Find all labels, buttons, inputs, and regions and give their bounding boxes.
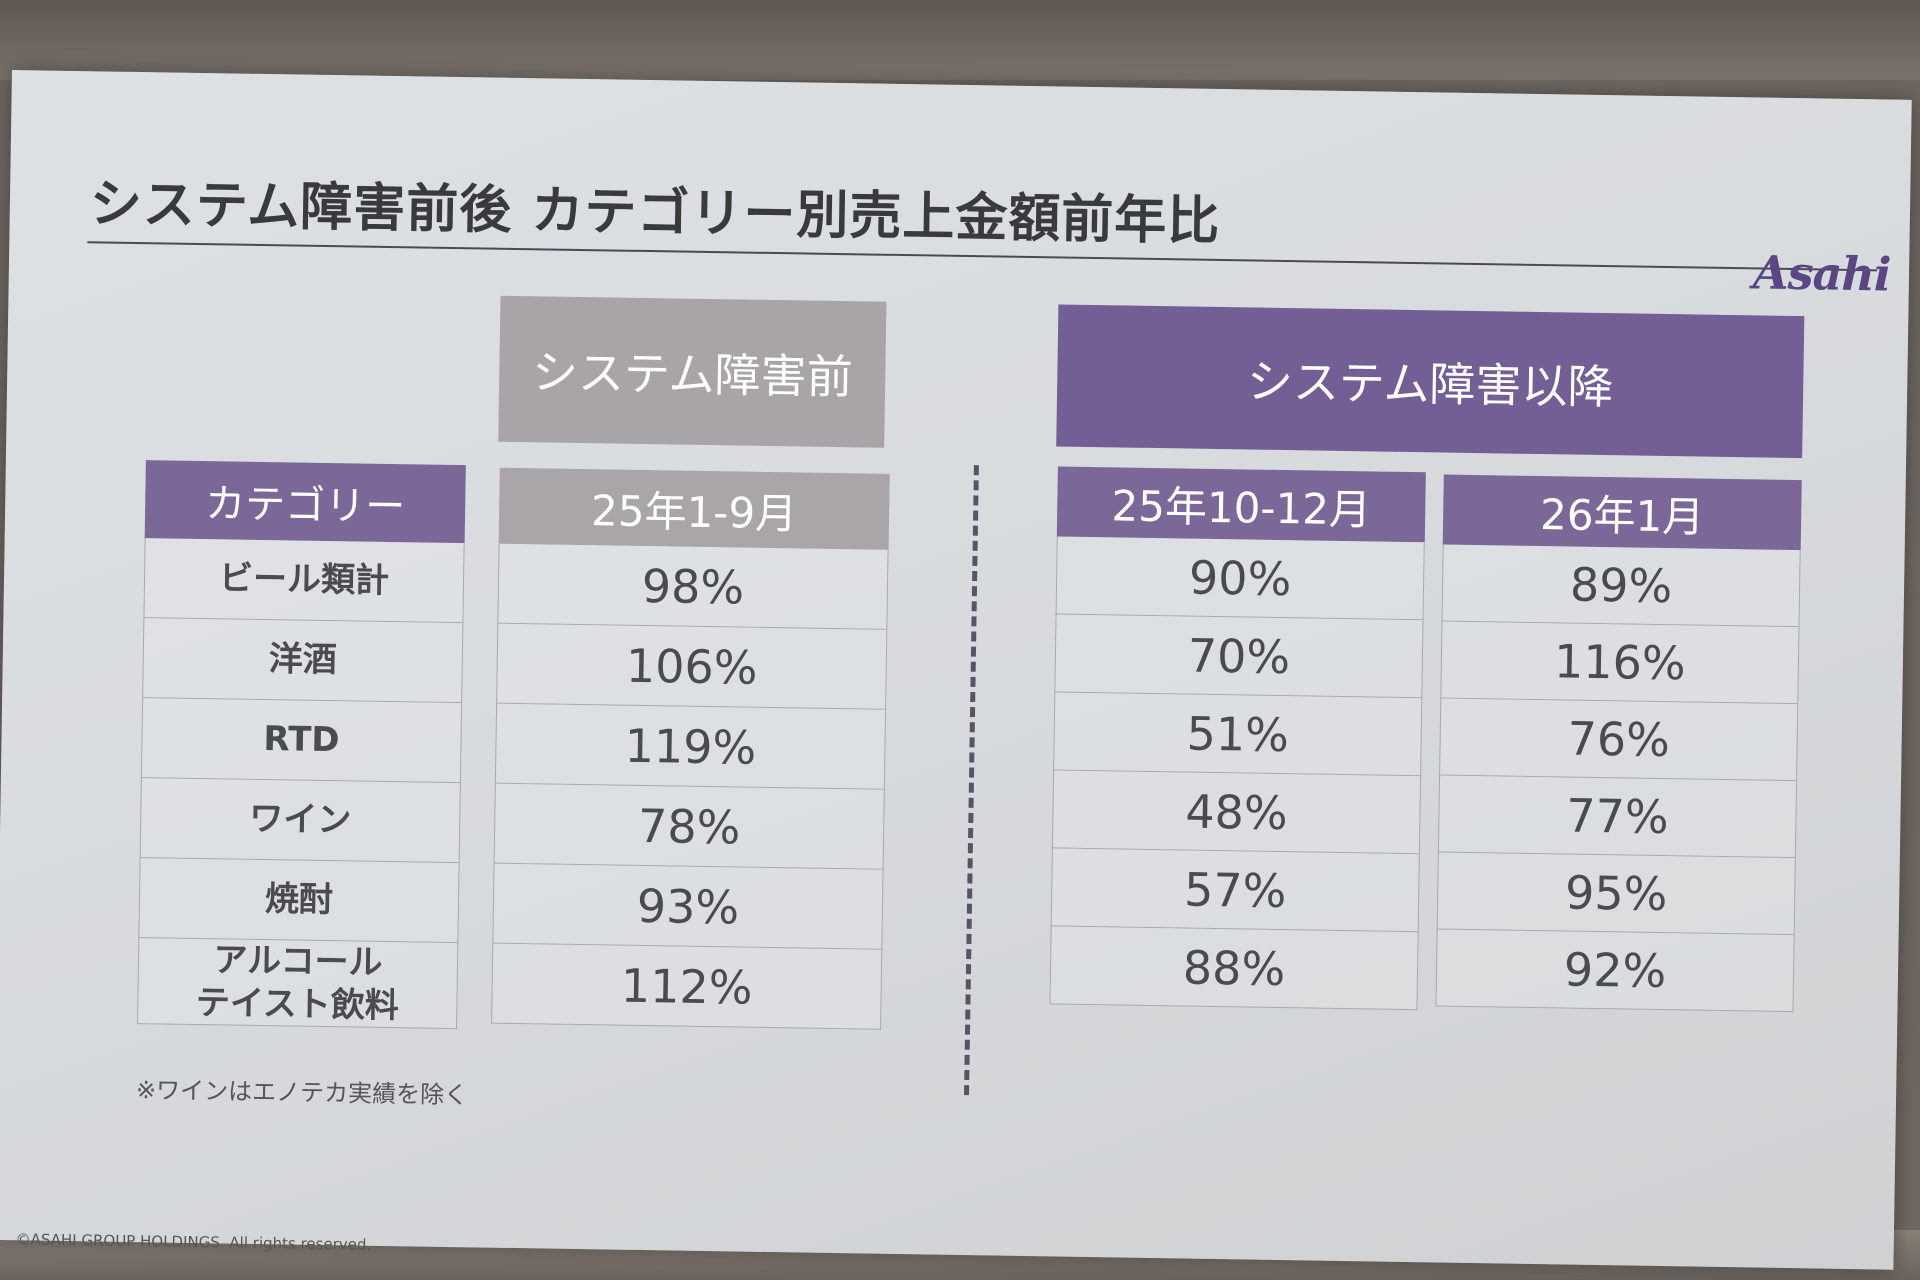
period-column-after-1: 25年10-12月 90% 70% 51% 48% 57% 88% bbox=[1049, 466, 1426, 1011]
period-column-after-2: 26年1月 89% 116% 76% 77% 95% 92% bbox=[1435, 474, 1802, 1013]
slide-title: システム障害前後 カテゴリー別売上金額前年比 bbox=[89, 174, 1221, 252]
value-cell: 57% bbox=[1050, 848, 1420, 933]
value-cell: 76% bbox=[1439, 698, 1799, 782]
category-cell: ワイン bbox=[139, 778, 461, 864]
period-header: 25年10-12月 bbox=[1056, 466, 1426, 543]
category-cell: アルコール テイスト飲料 bbox=[137, 938, 459, 1030]
value-cell: 78% bbox=[493, 783, 885, 870]
value-cell: 119% bbox=[494, 703, 887, 790]
category-column: カテゴリー ビール類計 洋酒 RTD ワイン 焼酎 アルコール テイスト飲料 bbox=[137, 460, 466, 1030]
value-cell: 90% bbox=[1055, 536, 1425, 621]
category-header: カテゴリー bbox=[144, 460, 466, 544]
group-header-after: システム障害以降 bbox=[1056, 304, 1805, 459]
category-cell: 洋酒 bbox=[142, 618, 464, 704]
value-cell: 48% bbox=[1051, 770, 1422, 855]
wall-top bbox=[0, 0, 1920, 80]
category-cell: RTD bbox=[140, 698, 463, 784]
period-column-before: 25年1-9月 98% 106% 119% 78% 93% 112% bbox=[491, 467, 890, 1030]
value-cell: 116% bbox=[1440, 621, 1800, 705]
value-cell: 93% bbox=[492, 863, 884, 950]
period-header: 26年1月 bbox=[1442, 474, 1802, 551]
value-cell: 77% bbox=[1437, 775, 1798, 859]
value-cell: 70% bbox=[1054, 614, 1424, 699]
group-header-before: システム障害前 bbox=[498, 295, 887, 448]
value-cell: 98% bbox=[497, 543, 889, 630]
category-cell: 焼酎 bbox=[138, 858, 460, 944]
value-cell: 88% bbox=[1049, 926, 1419, 1011]
dashed-divider bbox=[964, 465, 979, 1096]
value-cell: 89% bbox=[1441, 544, 1801, 628]
presentation-slide: システム障害前後 カテゴリー別売上金額前年比 Asahi システム障害前 システ… bbox=[0, 70, 1912, 1270]
period-header: 25年1-9月 bbox=[498, 467, 890, 550]
value-cell: 51% bbox=[1053, 692, 1423, 777]
value-cell: 92% bbox=[1435, 929, 1795, 1013]
value-cell: 106% bbox=[496, 623, 888, 710]
value-cell: 112% bbox=[491, 943, 883, 1030]
value-cell: 95% bbox=[1436, 852, 1796, 936]
footnote: ※ワインはエノテカ実績を除く bbox=[135, 1076, 469, 1110]
category-cell: ビール類計 bbox=[143, 538, 465, 624]
asahi-logo: Asahi bbox=[1752, 245, 1891, 302]
